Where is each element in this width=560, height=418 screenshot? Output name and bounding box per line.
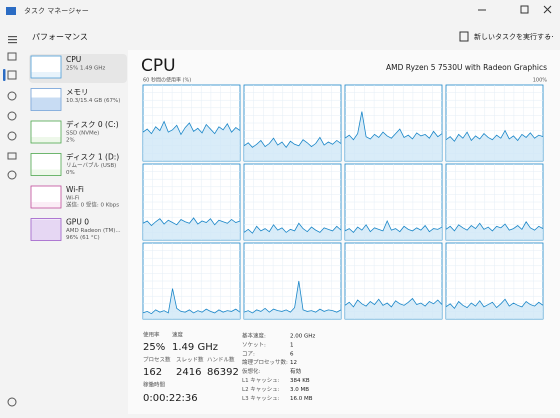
spec-value: 3.0 MB [290, 387, 309, 393]
spec-label: ソケット: [242, 341, 266, 348]
sidebar-detail: 96% (61 °C) [66, 235, 100, 241]
nav-processes[interactable] [7, 52, 17, 61]
sidebar-thumb-fill [31, 169, 61, 175]
page-title: パフォーマンス [32, 33, 88, 42]
sidebar-detail: 10.3/15.4 GB (67%) [66, 98, 120, 104]
stat-value: 25% [143, 342, 165, 353]
core-area [446, 221, 543, 240]
spec-label: 論理プロセッサ数: [242, 358, 288, 366]
spec-label: L1 キャッシュ: [242, 378, 280, 384]
graph-label: 60 秒間の使用率 (%) [143, 77, 191, 84]
spec-label: 仮想化: [242, 367, 261, 375]
spec-value: 6 [290, 351, 294, 357]
spec-value: 12 [290, 360, 297, 366]
core-area [345, 221, 442, 240]
sidebar-thumb-fill [31, 202, 61, 208]
nav-settings[interactable] [7, 397, 17, 407]
sidebar-thumb-fill [31, 97, 61, 110]
core-line [445, 129, 544, 142]
app-icon [6, 7, 16, 15]
spec-label: L2 キャッシュ: [242, 387, 280, 393]
spec-label: L3 キャッシュ: [242, 396, 280, 402]
stat-value: 162 [143, 367, 162, 378]
spec-value: 1 [290, 342, 294, 348]
sidebar-detail: Wi-Fi [66, 196, 80, 202]
run-task-icon [459, 31, 469, 42]
core-line [344, 297, 443, 308]
more-button[interactable]: ··· [546, 33, 554, 42]
sidebar-name: ディスク 1 (D:) [66, 152, 119, 162]
nav-history[interactable] [7, 91, 17, 101]
core-line [344, 111, 443, 141]
sidebar-thumb-fill [31, 137, 61, 143]
core-area [143, 217, 240, 240]
sidebar-name: GPU 0 [66, 218, 89, 227]
core-area [244, 137, 341, 161]
core-area [244, 223, 341, 240]
core-line [344, 220, 443, 233]
core-line [142, 288, 241, 315]
sidebar-detail: 0% [66, 170, 75, 176]
spec-label: 基本速度: [242, 332, 266, 340]
stat-value: 0:00:22:36 [143, 393, 198, 404]
sidebar-thumb-fill [31, 72, 61, 78]
maximize[interactable] [520, 5, 529, 14]
sidebar-name: メモリ [66, 88, 89, 97]
core-area [143, 288, 240, 319]
menu[interactable] [8, 36, 17, 38]
spec-value: 16.0 MB [290, 396, 313, 402]
spec-value: 2.00 GHz [290, 334, 315, 340]
sidebar-name: ディスク 0 (C:) [66, 119, 119, 129]
stat-label: 稼働時間 [143, 381, 166, 389]
stat-label: スレッド数 [176, 356, 204, 364]
window-title: タスク マネージャー [24, 6, 89, 15]
stat-label: 使用率 [143, 331, 160, 339]
sidebar-detail: SSD (NVMe) [66, 131, 99, 137]
core-line [142, 120, 241, 136]
sidebar-detail: 25% 1.49 GHz [66, 66, 105, 72]
cpu-model: AMD Ryzen 5 7530U with Radeon Graphics [386, 63, 547, 72]
sidebar-detail: 送信: 0 受信: 0 Kbps [66, 201, 119, 209]
core-area [244, 281, 341, 319]
sidebar-thumb-fill [31, 219, 61, 240]
sidebar-detail: AMD Radeon (TM)... [66, 228, 121, 234]
core-line [243, 222, 342, 234]
sidebar-name: Wi-Fi [66, 185, 84, 194]
stat-value: 2416 [176, 367, 201, 378]
stat-label: 速度 [172, 331, 184, 339]
run-task[interactable]: 新しいタスクを実行する [474, 32, 551, 41]
stat-label: プロセス数 [143, 356, 171, 364]
spec-label: コア: [242, 350, 255, 357]
core-line [445, 298, 544, 310]
core-area [345, 298, 442, 319]
core-line [243, 136, 342, 148]
stat-value: 1.49 GHz [172, 342, 218, 353]
nav-startup[interactable] [7, 111, 17, 121]
stat-label: ハンドル数 [207, 356, 235, 364]
nav-users[interactable] [7, 131, 17, 141]
sidebar-detail: リムーバブル (USB) [66, 161, 116, 169]
core-line [445, 221, 544, 232]
nav-services[interactable] [7, 170, 17, 180]
close[interactable] [543, 5, 552, 14]
core-line [142, 217, 241, 227]
nav-details[interactable] [7, 152, 17, 160]
sidebar-name: CPU [66, 55, 81, 64]
stat-value: 86392 [207, 367, 239, 378]
core-area [143, 121, 240, 161]
core-area [446, 299, 543, 319]
nav-rail [3, 36, 17, 407]
spec-value: 有効 [290, 367, 302, 375]
window-controls [478, 5, 552, 14]
sidebar-detail: 2% [66, 138, 75, 144]
nav-performance[interactable] [7, 70, 17, 80]
spec-value: 384 KB [290, 378, 310, 384]
core-line [243, 280, 342, 314]
core-area [446, 130, 543, 161]
graph-max: 100% [533, 78, 548, 84]
cpu-title: CPU [141, 56, 176, 76]
